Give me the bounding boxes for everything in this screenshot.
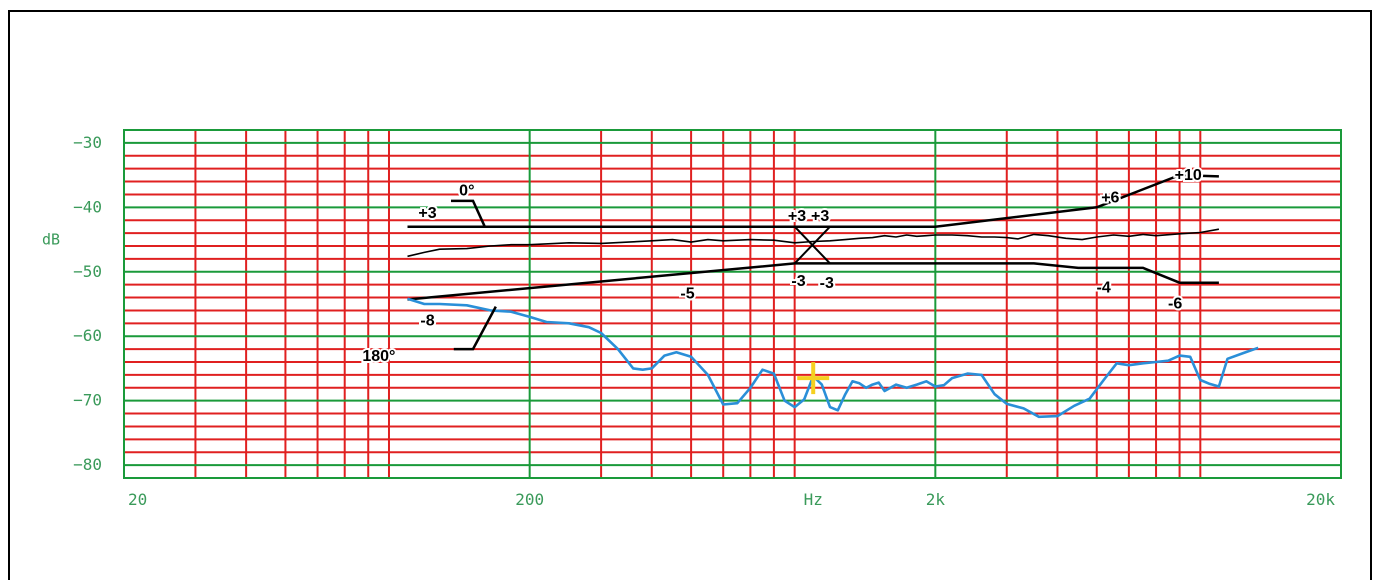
annotation-callout xyxy=(453,306,497,351)
annotation-label: +6 xyxy=(1101,189,1119,206)
annotation-label: -3 xyxy=(820,275,834,292)
grid xyxy=(123,129,1342,479)
x-tick-label: 20k xyxy=(1306,490,1335,509)
x-tick-label: 200 xyxy=(515,490,544,509)
annotation-label: 0° xyxy=(459,182,474,199)
annotation-label: +3 xyxy=(418,205,436,222)
annotation-label: -5 xyxy=(680,285,694,302)
plot-border xyxy=(123,129,1342,479)
x-axis-label: Hz xyxy=(804,490,823,509)
y-tick-label: −60 xyxy=(73,326,102,345)
annotation-label: +3 xyxy=(811,208,829,225)
x-tick-label: 20 xyxy=(128,490,147,509)
chart-frame xyxy=(8,10,1372,580)
response-curve-0deg xyxy=(407,228,1220,258)
annotation-label: -4 xyxy=(1097,280,1111,297)
tolerance-cross-line xyxy=(793,226,831,265)
tolerance-line xyxy=(407,262,1219,301)
annotation-label: 180° xyxy=(362,348,395,365)
cursor-marker-icon xyxy=(797,362,830,395)
y-tick-label: −80 xyxy=(73,455,102,474)
annotation-label: +3 xyxy=(788,208,806,225)
annotation-callout xyxy=(451,199,486,228)
annotation-label: -8 xyxy=(420,312,434,329)
x-tick-label: 2k xyxy=(926,490,946,509)
y-tick-label: −50 xyxy=(73,262,102,281)
annotation-label: -6 xyxy=(1168,296,1182,313)
annotation-label: +10 xyxy=(1175,167,1202,184)
tolerance-line xyxy=(407,173,1219,228)
annotation-label: -3 xyxy=(791,273,805,290)
y-axis-label: dB xyxy=(42,231,60,249)
y-tick-label: −30 xyxy=(73,133,102,152)
y-tick-label: −70 xyxy=(73,391,102,410)
response-curve-180deg xyxy=(407,297,1259,419)
y-tick-label: −40 xyxy=(73,197,102,216)
